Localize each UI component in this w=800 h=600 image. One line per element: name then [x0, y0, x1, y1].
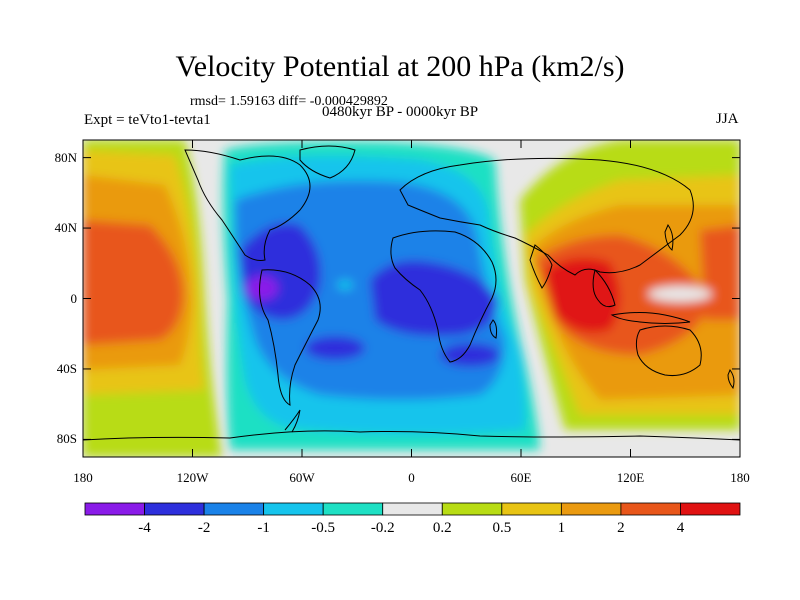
colorbar-swatch-5 — [382, 502, 443, 516]
colorbar-label-3: -0.5 — [311, 520, 336, 536]
lat-label-0: 80N — [54, 149, 77, 165]
velocity-potential-field — [83, 140, 740, 457]
colorbar-swatch-0 — [84, 502, 145, 516]
lon-label-6: 180 — [730, 470, 750, 485]
coastline-south-america — [259, 269, 321, 406]
coastline-australia — [635, 325, 702, 376]
negative-region-dark-blue-south-atlantic — [305, 336, 365, 360]
colorbar-label-5: 0.2 — [432, 520, 452, 536]
colorbar-label-4: -0.2 — [370, 520, 395, 536]
period-label: 0480kyr BP - 0000kyr BP — [322, 104, 479, 120]
neutral-pocket-center — [337, 280, 353, 290]
lat-label-4: 80S — [56, 431, 77, 447]
coastline-eurasia — [399, 157, 694, 276]
map-title: Velocity Potential at 200 hPa (km2/s) — [175, 50, 625, 83]
colorbar — [84, 502, 741, 516]
colorbar-label-6: 0.5 — [492, 520, 512, 536]
lat-label-3: 40S — [56, 360, 77, 376]
colorbar-label-1: -2 — [197, 520, 211, 536]
colorbar-swatch-7 — [501, 502, 562, 516]
colorbar-swatch-6 — [441, 502, 503, 516]
colorbar-label-0: -4 — [138, 520, 151, 536]
colorbar-label-2: -1 — [257, 520, 270, 536]
positive-region-east-red-orange-edge — [700, 225, 740, 320]
negative-region-dark-blue-east — [370, 260, 498, 336]
colorbar-swatch-2 — [203, 502, 265, 516]
lon-label-4: 60E — [510, 470, 532, 485]
lat-label-1: 40N — [54, 220, 77, 236]
colorbar-swatch-10 — [680, 502, 741, 516]
axis-ticks — [82, 140, 741, 457]
lon-label-2: 60W — [289, 470, 315, 485]
stats-text: rmsd= 1.59163 diff= -0.000429892 — [190, 94, 388, 109]
coastline-north-america — [184, 149, 311, 261]
lon-label-5: 120E — [616, 470, 645, 485]
lat-label-2: 0 — [70, 290, 78, 306]
coastline-antarctica — [83, 430, 740, 441]
negative-region-minimum — [246, 276, 278, 300]
coastline-japan — [664, 223, 674, 251]
coastline-india — [529, 244, 553, 289]
coastline-greenland — [299, 145, 356, 179]
coastline-madagascar — [489, 319, 498, 339]
colorbar-swatch-8 — [560, 502, 622, 516]
colorbar-swatch-1 — [144, 502, 205, 516]
negative-region-dark-blue-south-africa — [440, 343, 500, 367]
coastline-indonesia — [610, 312, 691, 324]
colorbar-label-9: 4 — [676, 520, 685, 536]
season-label: JJA — [716, 111, 739, 127]
coastline-southeast-asia — [592, 269, 616, 308]
coastline-new-zealand — [727, 368, 735, 390]
colorbar-swatch-9 — [620, 502, 681, 516]
lon-label-1: 120W — [176, 470, 209, 485]
neutral-pocket-east — [648, 286, 712, 302]
coastlines — [83, 145, 740, 441]
coastline-antarctic-peninsula — [284, 409, 301, 433]
colorbar-label-8: 2 — [617, 520, 625, 536]
experiment-label: Expt = teVto1-tevta1 — [84, 112, 211, 128]
colorbar-swatch-4 — [322, 502, 384, 516]
lon-label-3: 0 — [408, 470, 415, 485]
colorbar-label-7: 1 — [557, 520, 566, 536]
lon-label-0: 180 — [73, 470, 93, 485]
colorbar-swatch-3 — [263, 502, 324, 516]
coastline-africa — [390, 230, 497, 363]
positive-region-west-red-orange — [83, 220, 184, 345]
